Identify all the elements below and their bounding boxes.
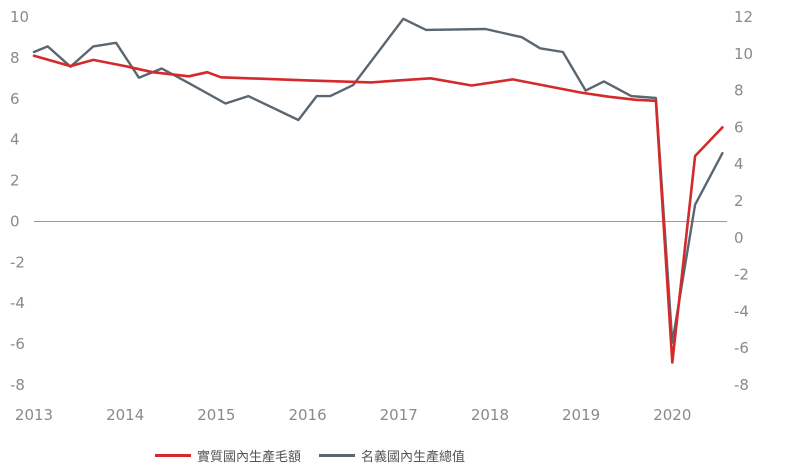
x-tick-label: 2018 xyxy=(471,406,509,424)
series-layer xyxy=(32,17,724,364)
right-tick-label: -6 xyxy=(734,339,749,357)
legend-item-real-gdp: 實質國內生產毛額 xyxy=(155,446,301,465)
right-tick-label: -8 xyxy=(734,376,749,394)
x-tick-label: 2013 xyxy=(15,406,53,424)
left-tick-label: -4 xyxy=(10,294,25,312)
left-tick-label: 0 xyxy=(10,212,20,230)
left-axis-ticks: 10 8 6 4 2 0 -2 -4 -6 -8 xyxy=(10,8,29,394)
left-tick-label: 10 xyxy=(10,8,29,26)
left-tick-label: 4 xyxy=(10,131,20,149)
right-tick-label: -2 xyxy=(734,266,749,284)
x-tick-label: 2015 xyxy=(197,406,235,424)
right-tick-label: 2 xyxy=(734,192,744,210)
legend-label-real-gdp: 實質國內生產毛額 xyxy=(197,450,302,465)
left-tick-label: 2 xyxy=(10,172,20,190)
left-tick-label: 8 xyxy=(10,49,20,67)
x-tick-label: 2019 xyxy=(562,406,600,424)
right-tick-label: 8 xyxy=(734,82,744,100)
x-tick-label: 2014 xyxy=(106,406,144,424)
x-tick-label: 2016 xyxy=(288,406,326,424)
x-tick-label: 2020 xyxy=(653,406,691,424)
left-tick-label: 6 xyxy=(10,90,20,108)
series-line-real-gdp xyxy=(32,54,724,364)
legend-swatch-real-gdp xyxy=(155,454,191,457)
left-tick-label: -6 xyxy=(10,335,25,353)
right-tick-label: 6 xyxy=(734,118,744,136)
legend-item-nominal-gdp: 名義國內生產總值 xyxy=(319,446,465,465)
right-tick-label: 4 xyxy=(734,155,744,173)
left-tick-label: -8 xyxy=(10,376,25,394)
series-line-nominal-gdp xyxy=(32,17,724,344)
right-tick-label: 10 xyxy=(734,45,753,63)
right-tick-label: -4 xyxy=(734,302,749,320)
legend: 實質國內生產毛額 名義國內生產總值 xyxy=(155,446,483,465)
x-axis-ticks: 2013 2014 2015 2016 2017 2018 2019 2020 xyxy=(15,406,691,424)
right-axis-ticks: 12 10 8 6 4 2 0 -2 -4 -6 -8 xyxy=(734,8,753,394)
right-tick-label: 0 xyxy=(734,229,744,247)
legend-label-nominal-gdp: 名義國內生產總值 xyxy=(361,450,466,465)
x-tick-label: 2017 xyxy=(380,406,418,424)
right-tick-label: 12 xyxy=(734,8,753,26)
legend-swatch-nominal-gdp xyxy=(319,454,356,457)
left-tick-label: -2 xyxy=(10,253,25,271)
